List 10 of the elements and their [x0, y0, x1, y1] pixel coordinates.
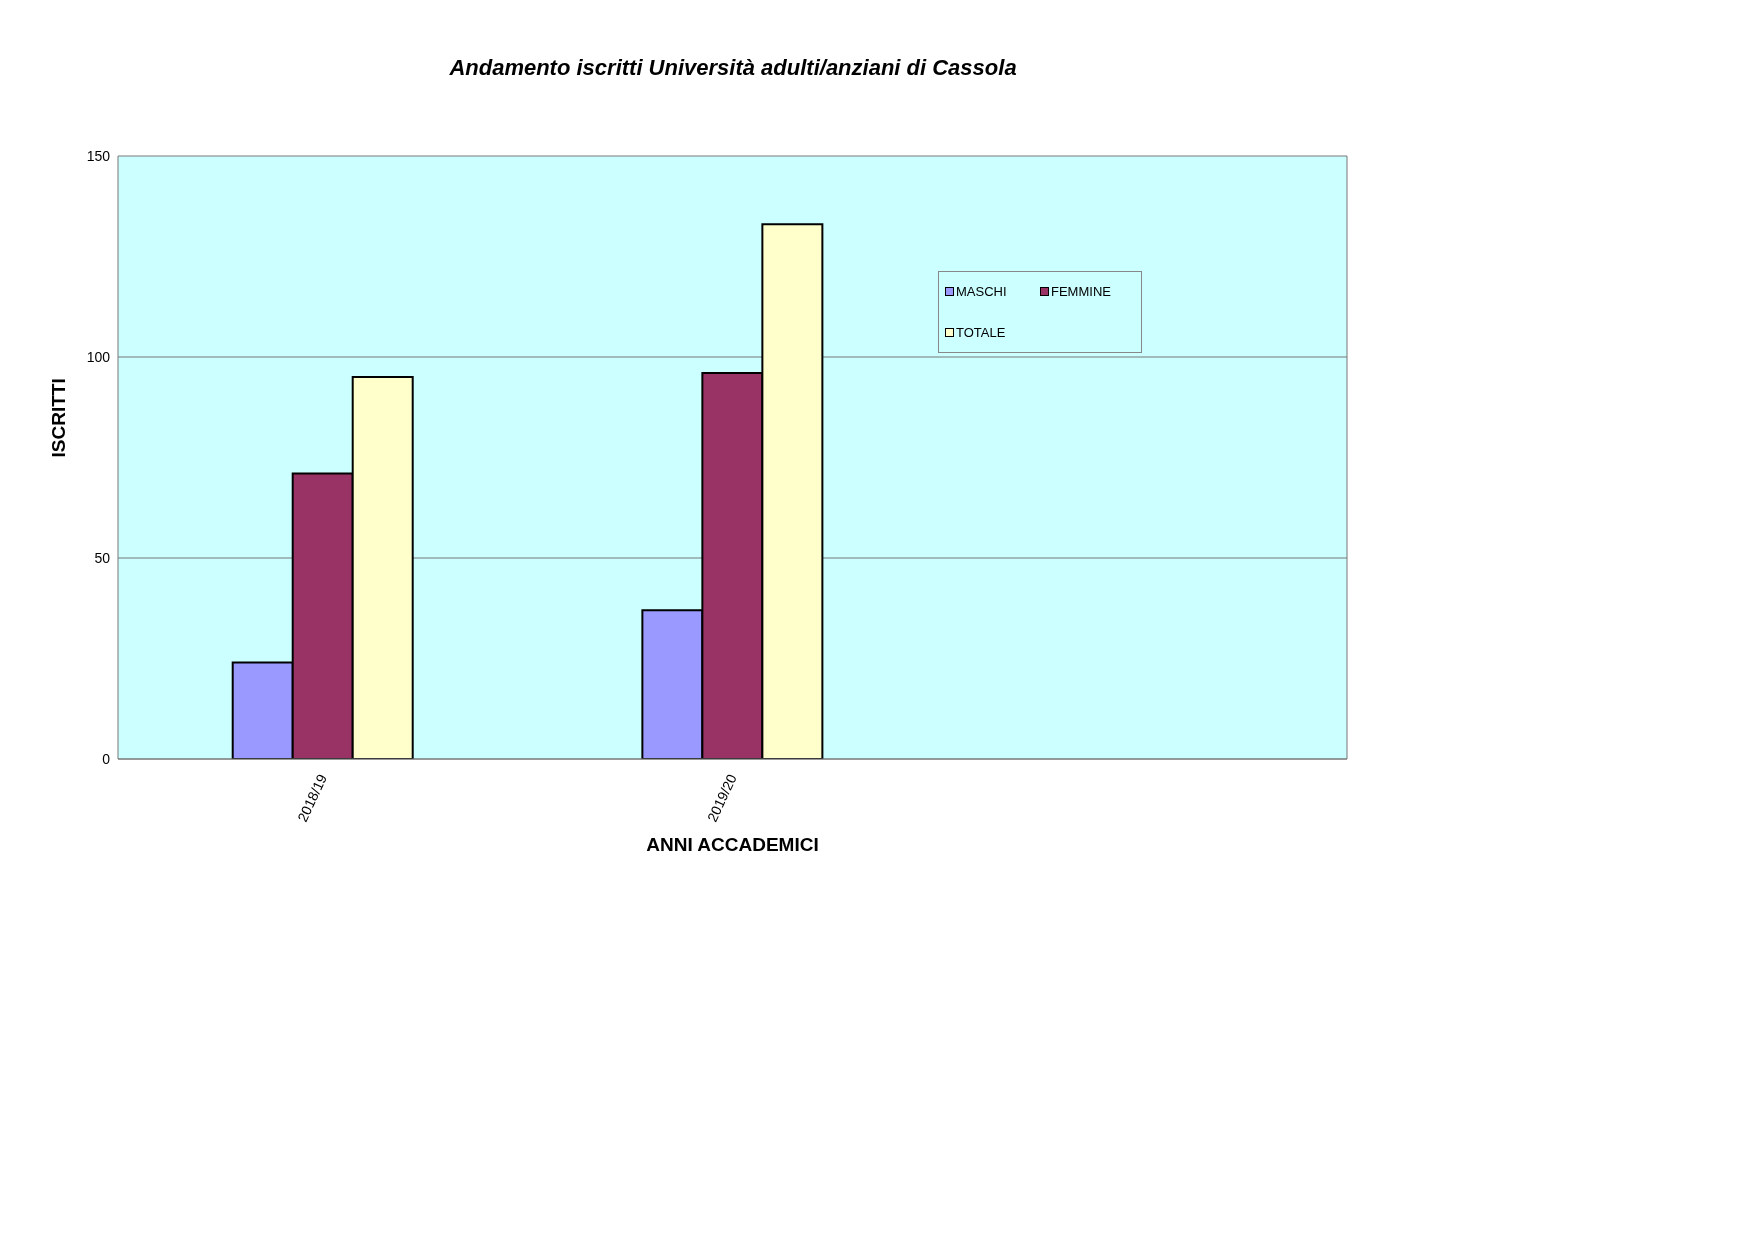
- y-tick-label: 150: [86, 147, 111, 164]
- legend-label: TOTALE: [956, 325, 1006, 340]
- y-axis-title: ISCRITTI: [47, 378, 69, 458]
- x-axis-title: ANNI ACCADEMICI: [646, 834, 819, 855]
- y-tick-label: 100: [86, 348, 111, 365]
- y-tick-label: 0: [102, 750, 111, 767]
- y-tick-label: 50: [94, 549, 111, 566]
- chart-title: Andamento iscritti Università adulti/anziani di Cassola: [448, 55, 1018, 81]
- legend-label: MASCHI: [956, 284, 1007, 299]
- legend-label: FEMMINE: [1051, 284, 1111, 299]
